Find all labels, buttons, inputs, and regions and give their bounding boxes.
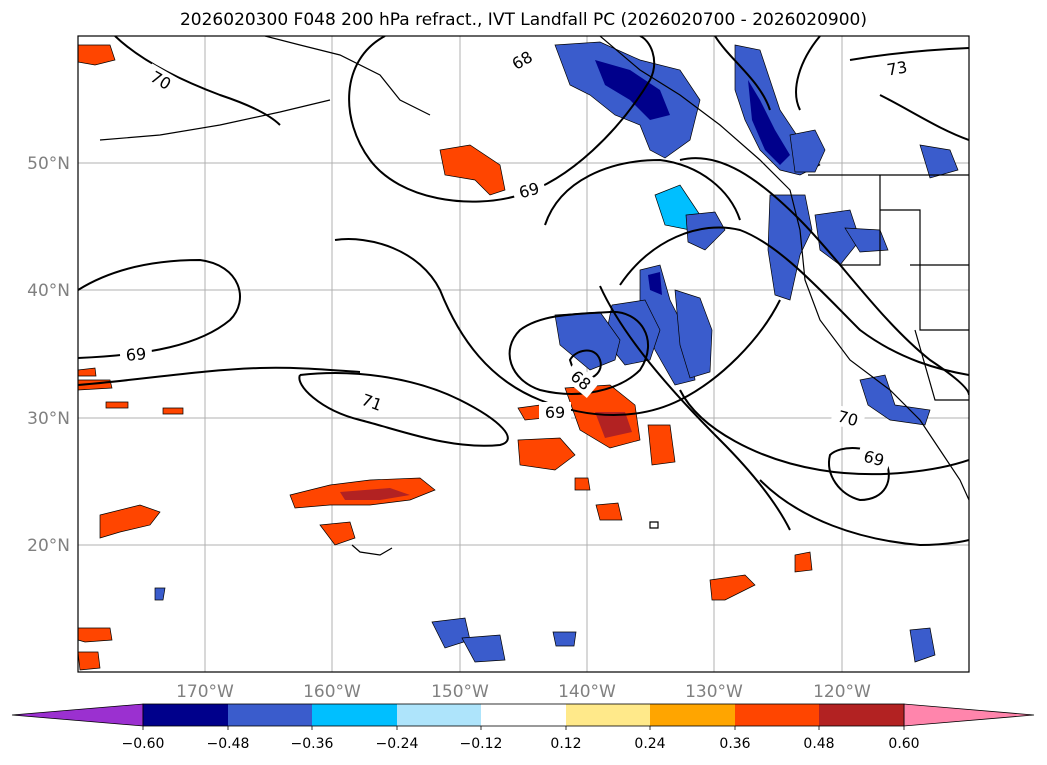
colorbar: −0.60 −0.48 −0.36 −0.24 −0.12 0.12 0.24 … (11, 703, 1035, 752)
colorbar-tick-label: 0.36 (719, 736, 750, 752)
colorbar-segment (735, 704, 819, 726)
longitude-labels: 170°W 160°W 150°W 140°W 130°W 120°W (176, 682, 871, 702)
map-frame (77, 35, 970, 673)
colorbar-tick-label: −0.60 (122, 736, 165, 752)
contour-label: 69 (125, 344, 147, 365)
colorbar-tick-label: −0.24 (376, 736, 419, 752)
colorbar-tick-label: 0.60 (888, 736, 919, 752)
lon-label: 120°W (813, 682, 871, 702)
colorbar-tick-label: 0.12 (550, 736, 581, 752)
colorbar-tick-label: −0.12 (460, 736, 503, 752)
colorbar-tick-label: −0.48 (207, 736, 250, 752)
contour-label: 73 (885, 57, 908, 79)
lon-label: 140°W (558, 682, 616, 702)
coastlines (99, 36, 969, 556)
lat-label: 40°N (27, 281, 70, 301)
colorbar-segment (143, 704, 228, 726)
contour-label: 70 (836, 407, 861, 431)
lat-label: 50°N (27, 154, 70, 174)
colorbar-extend-min (11, 703, 144, 727)
latitude-labels: 50°N 40°N 30°N 20°N (27, 154, 70, 556)
lon-label: 150°W (431, 682, 489, 702)
lat-label: 20°N (27, 536, 70, 556)
refractivity-contours (78, 36, 969, 547)
lon-label: 170°W (176, 682, 234, 702)
colorbar-segment (650, 704, 735, 726)
contour-label: 69 (517, 179, 542, 203)
colorbar-segment (312, 704, 397, 726)
map-plot-area (78, 36, 969, 672)
colorbar-segment (228, 704, 312, 726)
contour-label: 69 (545, 403, 565, 422)
colorbar-segment (566, 704, 650, 726)
map-title: 2026020300 F048 200 hPa refract., IVT La… (179, 10, 867, 30)
colorbar-tick-label: 0.24 (634, 736, 665, 752)
lon-label: 130°W (685, 682, 743, 702)
positive-anomaly-regions (78, 44, 813, 671)
colorbar-segment (397, 704, 481, 726)
contour-labels: 70 68 69 73 69 71 68 69 70 69 (119, 43, 915, 472)
colorbar-extend-max (903, 703, 1035, 727)
colorbar-outline (142, 703, 905, 727)
colorbar-tick-label: 0.48 (803, 736, 834, 752)
lat-label: 30°N (27, 409, 70, 429)
colorbar-tick-label: −0.36 (291, 736, 334, 752)
colorbar-segment (481, 704, 566, 726)
lon-label: 160°W (303, 682, 361, 702)
contour-label: 69 (862, 447, 887, 471)
colorbar-segment (819, 704, 904, 726)
